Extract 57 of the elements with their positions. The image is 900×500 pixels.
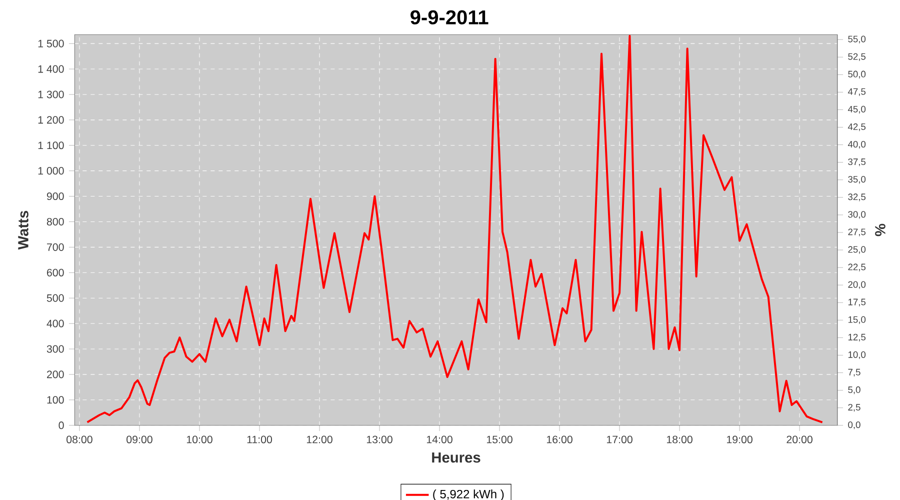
y-tick-label: 1 100 — [38, 142, 64, 150]
y2-tick-label: 30,0 — [848, 211, 866, 219]
y-tick-label: 300 — [46, 345, 64, 353]
y2-tick-label: 27,5 — [848, 228, 866, 236]
y2-tick-label: 47,5 — [848, 88, 866, 96]
y-tick-label: 800 — [46, 218, 64, 226]
y2-tick-label: 37,5 — [848, 158, 866, 166]
x-tick-label: 18:00 — [666, 436, 692, 444]
y-tick-label: 1 200 — [38, 116, 64, 124]
x-tick-label: 13:00 — [366, 436, 392, 444]
x-tick-label: 14:00 — [426, 436, 452, 444]
y-tick-label: 1 300 — [38, 90, 64, 98]
y2-tick-label: 12,5 — [848, 334, 866, 342]
y-axis-title: Watts — [18, 210, 28, 250]
x-tick-label: 08:00 — [66, 436, 92, 444]
y2-axis-title: % — [875, 224, 886, 236]
x-tick-label: 10:00 — [186, 436, 212, 444]
x-tick-label: 09:00 — [126, 436, 152, 444]
y2-tick-label: 35,0 — [848, 176, 866, 184]
y2-tick-label: 22,5 — [848, 264, 866, 272]
y-tick-label: 100 — [47, 396, 64, 404]
y-tick-label: 200 — [47, 370, 64, 378]
y-tick-label: 500 — [46, 294, 64, 302]
y2-tick-label: 20,0 — [848, 281, 866, 289]
y2-tick-label: 52,5 — [848, 53, 866, 61]
x-axis-title: Heures — [432, 452, 480, 463]
x-tick-label: 17:00 — [606, 436, 632, 444]
y2-tick-label: 5,0 — [848, 386, 860, 394]
y-tick-label: 700 — [47, 243, 64, 251]
y-tick-label: 1 400 — [38, 65, 64, 73]
y2-tick-label: 0,0 — [848, 421, 860, 430]
x-tick-label: 15:00 — [486, 436, 512, 444]
y2-tick-label: 2,5 — [848, 404, 860, 412]
y2-tick-label: 10,0 — [848, 351, 866, 360]
x-tick-label: 11:00 — [247, 436, 272, 444]
y-tick-label: 900 — [46, 192, 64, 200]
y2-tick-label: 7,5 — [848, 368, 860, 377]
y-tick-label: 1 500 — [38, 40, 64, 48]
x-tick-label: 19:00 — [727, 436, 752, 444]
y2-tick-label: 40,0 — [848, 140, 866, 149]
y2-tick-label: 32,5 — [848, 194, 866, 202]
x-tick-label: 20:00 — [786, 436, 812, 444]
chart-title: 9-9-2011 — [410, 10, 488, 24]
line-series — [86, 34, 824, 424]
y-tick-label: 400 — [46, 320, 64, 328]
y2-tick-label: 17,5 — [848, 298, 866, 306]
x-tick-label: 12:00 — [306, 436, 332, 444]
y2-tick-label: 45,0 — [848, 106, 866, 114]
x-tick-label: 16:00 — [546, 436, 572, 444]
y-tick-label: 0 — [58, 422, 64, 430]
y2-tick-label: 25,0 — [848, 246, 866, 254]
y2-tick-label: 55,0 — [848, 36, 866, 44]
y2-tick-label: 50,0 — [848, 70, 866, 78]
y2-tick-label: 15,0 — [848, 316, 866, 324]
y-tick-label: 1 000 — [38, 167, 64, 175]
y2-tick-label: 42,5 — [848, 123, 866, 132]
y-tick-label: 600 — [47, 268, 64, 276]
